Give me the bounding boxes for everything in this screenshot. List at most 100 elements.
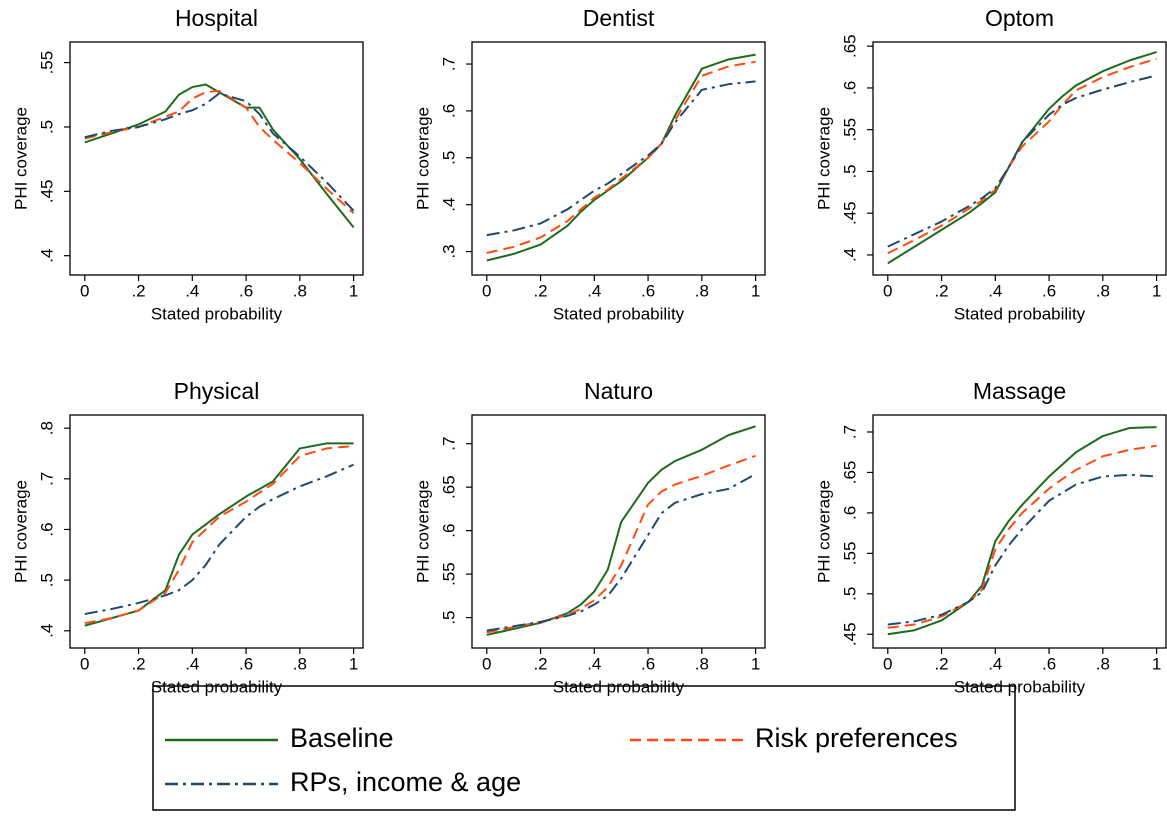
y-tick-label: .6 [840, 81, 859, 95]
series-line [887, 426, 1157, 636]
x-tick-label: 0 [482, 281, 491, 300]
x-tick-label: .6 [1042, 281, 1056, 300]
y-axis-label: PHI coverage [11, 107, 30, 210]
x-tick-label: .8 [1096, 654, 1110, 673]
series-line [486, 80, 756, 237]
x-tick-label: .6 [239, 281, 253, 300]
y-tick-label: .7 [439, 57, 458, 71]
x-axis-label: Stated probability [151, 304, 283, 323]
y-tick-label: .5 [840, 164, 859, 178]
y-tick-label: .55 [37, 51, 56, 75]
x-tick-label: .6 [239, 654, 253, 673]
x-tick-label: .4 [587, 654, 601, 673]
x-tick-label: 1 [751, 654, 760, 673]
y-tick-label: .3 [439, 244, 458, 258]
x-axis-label: Stated probability [151, 677, 283, 696]
y-axis-label: PHI coverage [11, 480, 30, 583]
y-tick-label: .7 [840, 425, 859, 439]
x-tick-label: 1 [751, 281, 760, 300]
y-tick-label: .6 [37, 522, 56, 536]
chart-title: Physical [174, 378, 260, 404]
x-tick-label: .8 [293, 281, 307, 300]
y-tick-label: .4 [840, 248, 859, 262]
y-tick-label: .4 [439, 198, 458, 212]
x-axis-label: Stated probability [954, 304, 1086, 323]
x-tick-label: .4 [988, 654, 1002, 673]
y-axis-label: PHI coverage [814, 107, 833, 210]
x-tick-label: 1 [1152, 281, 1161, 300]
x-tick-label: .8 [695, 654, 709, 673]
x-tick-label: .4 [185, 281, 199, 300]
chart-title: Naturo [584, 378, 653, 404]
y-tick-label: .55 [439, 562, 458, 586]
y-axis-label: PHI coverage [413, 107, 432, 210]
series-line [887, 473, 1157, 626]
x-tick-label: 0 [883, 281, 892, 300]
legend-box [152, 685, 1016, 811]
x-tick-label: 1 [349, 654, 358, 673]
y-tick-label: .65 [439, 475, 458, 499]
y-tick-label: .45 [840, 622, 859, 646]
x-tick-label: .2 [934, 654, 948, 673]
x-tick-label: .6 [1042, 654, 1056, 673]
x-axis-label: Stated probability [553, 677, 685, 696]
series-line [486, 60, 756, 254]
y-tick-label: .5 [840, 587, 859, 601]
x-tick-label: .2 [131, 281, 145, 300]
series-line [887, 74, 1157, 248]
plot-frame [471, 41, 766, 276]
y-tick-label: .4 [37, 624, 56, 638]
chart-title: Hospital [175, 5, 258, 31]
y-axis-label: PHI coverage [413, 480, 432, 583]
x-axis-label: Stated probability [553, 304, 685, 323]
x-tick-label: .4 [587, 281, 601, 300]
y-tick-label: .4 [37, 249, 56, 263]
y-tick-label: .65 [840, 461, 859, 485]
x-tick-label: 0 [80, 654, 89, 673]
legend-label: Risk preferences [755, 723, 958, 753]
x-tick-label: 0 [482, 654, 491, 673]
x-tick-label: .4 [988, 281, 1002, 300]
series-line [486, 473, 757, 632]
y-axis-label: PHI coverage [814, 480, 833, 583]
x-tick-label: 0 [80, 281, 89, 300]
x-tick-label: .6 [641, 281, 655, 300]
series-line [887, 444, 1157, 629]
series-line [84, 83, 355, 228]
y-tick-label: .45 [37, 180, 56, 204]
plot-frame [872, 414, 1167, 649]
x-tick-label: 1 [349, 281, 358, 300]
y-tick-label: .7 [37, 472, 56, 486]
x-tick-label: .2 [131, 654, 145, 673]
y-tick-label: .5 [439, 610, 458, 624]
y-tick-label: .55 [840, 542, 859, 566]
plot-frame [69, 41, 364, 276]
x-tick-label: .2 [934, 281, 948, 300]
x-tick-label: .2 [533, 281, 547, 300]
y-tick-label: .5 [37, 120, 56, 134]
x-axis-label: Stated probability [954, 677, 1086, 696]
y-tick-label: .55 [840, 118, 859, 142]
x-tick-label: .6 [641, 654, 655, 673]
series-line [84, 444, 354, 625]
y-tick-label: .6 [840, 506, 859, 520]
y-tick-label: .65 [840, 34, 859, 58]
x-tick-label: .4 [185, 654, 199, 673]
chart-title: Optom [985, 5, 1054, 31]
y-tick-label: .45 [840, 201, 859, 225]
x-tick-label: .8 [1096, 281, 1110, 300]
series-line [486, 53, 756, 262]
series-line [84, 463, 354, 616]
y-tick-label: .5 [439, 151, 458, 165]
legend-label: Baseline [290, 723, 394, 753]
x-tick-label: .8 [695, 281, 709, 300]
x-tick-label: 0 [883, 654, 892, 673]
y-tick-label: .6 [439, 104, 458, 118]
y-tick-label: .8 [37, 421, 56, 435]
y-tick-label: .7 [439, 437, 458, 451]
legend-label: RPs, income & age [290, 767, 521, 797]
y-tick-label: .5 [37, 573, 56, 587]
chart-title: Massage [973, 378, 1066, 404]
plot-frame [872, 41, 1167, 276]
